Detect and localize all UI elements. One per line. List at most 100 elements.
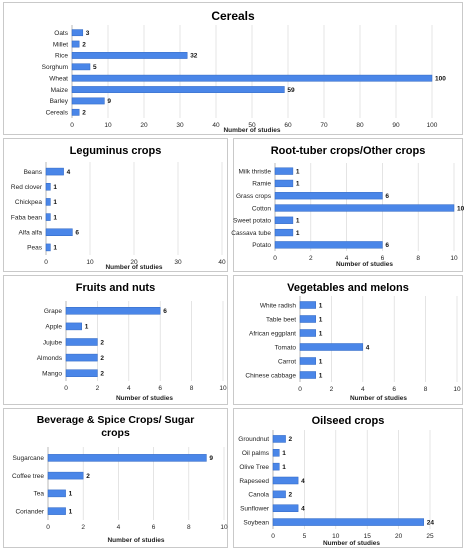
x-tick-label: 8: [416, 255, 420, 262]
bar: [71, 29, 84, 37]
x-tick-label: 0: [273, 255, 277, 262]
data-label: 4: [67, 169, 71, 176]
x-tick-label: 10: [220, 524, 228, 531]
chart-plot: 0 2 4 6 8 10 Milk thristle 1 Ramie 1 Grass crops 6 C…: [231, 163, 465, 268]
category-label: Olive Tree: [239, 464, 269, 471]
data-label: 2: [82, 41, 86, 48]
data-label: 5: [93, 64, 97, 71]
x-axis-label: Number of studies: [336, 261, 393, 268]
x-tick-label: 20: [130, 259, 138, 266]
chart-title: Leguminus crops: [69, 145, 162, 157]
x-tick-label: 20: [140, 122, 148, 129]
category-label: Coriander: [15, 508, 44, 515]
category-label: Faba bean: [11, 214, 42, 221]
category-label: Barley: [50, 98, 69, 105]
chart-plot: 0 2 4 6 8 10 Grape 6 Apple 1 Jujube 2 Almonds 2 Mango 2…: [37, 301, 227, 402]
x-tick-label: 0: [70, 122, 74, 129]
category-label: Ramie: [252, 181, 271, 188]
data-label: 1: [319, 358, 323, 365]
bar: [299, 343, 364, 351]
bar: [45, 183, 51, 191]
category-label: Almonds: [37, 355, 63, 362]
data-label: 9: [107, 98, 111, 105]
bar: [71, 86, 285, 93]
bar: [274, 241, 383, 249]
x-tick-label: 8: [190, 385, 194, 392]
category-label: Oats: [54, 30, 68, 37]
data-label: 10: [457, 205, 465, 212]
bar: [65, 307, 161, 315]
x-tick-label: 0: [298, 386, 302, 393]
bar: [71, 63, 91, 71]
data-label: 1: [53, 199, 57, 206]
category-label: Cotton: [252, 205, 272, 212]
category-label: Jujube: [43, 339, 63, 346]
bar: [274, 216, 294, 224]
x-tick-label: 30: [174, 259, 182, 266]
category-label: Coffee tree: [12, 473, 44, 480]
data-label: 2: [100, 355, 104, 362]
data-label: 4: [301, 506, 305, 513]
data-label: 1: [53, 184, 57, 191]
category-label: Milk thristle: [238, 168, 271, 175]
x-axis-label: Number of studies: [350, 395, 407, 402]
bar: [45, 198, 51, 206]
category-label: Cassava tube: [231, 230, 271, 237]
category-label: African eggplant: [249, 330, 296, 337]
x-tick-label: 80: [356, 122, 364, 129]
bar: [65, 369, 98, 377]
data-label: 4: [301, 478, 305, 485]
chart-panel-fruits-and-nuts: Fruits and nuts 0 2 4 6 8 10 Grape 6 Apple 1 Jujub…: [3, 275, 228, 405]
category-label: Canola: [248, 492, 269, 499]
x-tick-label: 25: [426, 533, 434, 540]
data-label: 1: [282, 450, 286, 457]
bar: [272, 490, 286, 499]
data-label: 3: [86, 30, 90, 37]
x-tick-label: 4: [361, 386, 365, 393]
data-label: 32: [190, 53, 198, 60]
chart-panel-vegetables-and-melons: Vegetables and melons 0 2 4 6 8 10 White radis…: [233, 275, 463, 405]
category-label: Chinese cabbage: [245, 372, 296, 379]
data-label: 2: [100, 339, 104, 346]
x-tick-label: 0: [64, 385, 68, 392]
x-tick-label: 0: [271, 533, 275, 540]
bar: [299, 371, 316, 379]
bar: [272, 518, 424, 526]
bar: [272, 462, 280, 471]
bar: [274, 167, 294, 175]
x-tick-label: 0: [46, 524, 50, 531]
bar: [71, 52, 188, 59]
chart-plot: 0 2 4 6 8 10 White radish 1 Table beet 1 African e…: [245, 296, 461, 402]
category-label: Grape: [44, 308, 62, 315]
bar: [274, 192, 383, 200]
chart-panel-root-tuber-crops: Root-tuber crops/Other crops 0 2 4 6 8 10 Milk…: [231, 138, 465, 272]
bar: [45, 243, 51, 252]
x-tick-label: 6: [381, 255, 385, 262]
data-label: 2: [86, 473, 90, 480]
x-tick-label: 10: [453, 386, 461, 393]
category-label: Mango: [42, 371, 62, 378]
data-label: 4: [366, 344, 370, 351]
x-tick-label: 0: [44, 259, 48, 266]
x-axis-label: Number of studies: [107, 537, 164, 544]
bar: [47, 507, 66, 515]
bar: [272, 476, 299, 485]
data-label: 1: [296, 230, 300, 237]
x-tick-label: 2: [81, 524, 85, 531]
data-label: 1: [319, 372, 323, 379]
x-tick-label: 10: [332, 533, 340, 540]
data-label: 1: [85, 324, 89, 331]
category-label: Peas: [27, 245, 43, 252]
x-tick-label: 4: [127, 385, 131, 392]
x-tick-label: 10: [450, 255, 458, 262]
x-tick-label: 6: [158, 385, 162, 392]
category-label: Tomato: [275, 344, 297, 351]
data-label: 100: [435, 75, 446, 82]
chart-title: Beverage & Spice Crops/ Sugar crops: [36, 414, 195, 440]
data-label: 1: [319, 316, 323, 323]
data-label: 1: [69, 508, 73, 515]
x-tick-label: 4: [345, 255, 349, 262]
bar: [299, 329, 316, 337]
data-label: 6: [75, 230, 79, 237]
bar: [65, 322, 82, 331]
